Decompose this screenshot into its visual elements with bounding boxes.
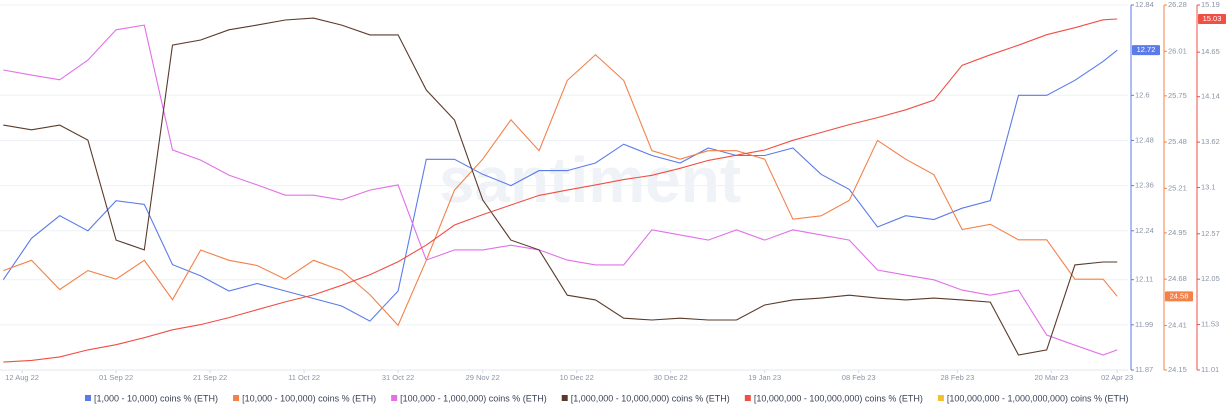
y-tick-label: 11.87 [1135,365,1153,374]
legend-swatch [561,395,568,401]
y-tick-label: 26.28 [1168,0,1187,9]
x-tick-label: 30 Dec 22 [654,373,688,382]
y-tick-label: 25.21 [1168,183,1187,192]
y-tick-label: 11.99 [1135,320,1153,329]
y-tick-label: 24.41 [1168,320,1187,329]
x-tick-label: 08 Feb 23 [842,373,876,382]
x-tick-label: 31 Oct 22 [382,373,415,382]
y-tick-label: 12.84 [1135,0,1154,9]
y-tick-label: 12.11 [1135,275,1153,284]
y-tick-label: 26.01 [1168,46,1187,55]
value-label: 15.03 [1203,14,1222,23]
x-tick-label: 20 Mar 23 [1034,373,1068,382]
y-tick-label: 11.01 [1201,365,1219,374]
y-tick-label: 24.15 [1168,365,1187,374]
series-line [2,49,1118,322]
legend-label: [100,000 - 1,000,000) coins % (ETH) [400,393,547,403]
legend-item: [1,000 - 10,000) coins % (ETH) [85,393,218,403]
y-tick-label: 24.95 [1168,228,1187,237]
series-line [3,53,1118,327]
y-tick-label: 12.24 [1135,226,1154,235]
x-tick-label: 10 Dec 22 [560,373,594,382]
y-tick-label: 12.48 [1135,135,1154,144]
x-tick-label: 11 Oct 22 [288,373,320,382]
y-tick-label: 12.05 [1201,274,1220,283]
legend-label: [100,000,000 - 1,000,000,000) coins % (E… [947,393,1129,403]
y-tick-label: 12.6 [1135,90,1150,99]
series-line [3,18,1118,363]
y-tick-label: 14.14 [1201,92,1220,101]
value-label: 12.72 [1137,45,1156,54]
legend-swatch [937,395,944,401]
series-line [3,24,1118,356]
y-tick-label: 15.19 [1201,0,1220,9]
legend-swatch [85,395,91,401]
legend-label: [10,000 - 100,000) coins % (ETH) [242,393,376,403]
y-tick-label: 14.65 [1201,47,1220,56]
series-line [3,17,1118,356]
y-tick-label: 13.1 [1201,182,1216,191]
y-tick-label: 13.62 [1201,137,1220,146]
value-badge [1165,291,1193,302]
legend-swatch [391,395,398,401]
y-tick-label: 12.57 [1201,229,1220,238]
legend-item: [100,000 - 1,000,000) coins % (ETH) [391,393,547,403]
y-tick-label: 25.75 [1168,91,1187,100]
x-tick-label: 01 Sep 22 [99,373,133,382]
x-tick-label: 02 Apr 23 [1101,373,1133,382]
value-badge [1198,13,1226,24]
x-tick-label: 19 Jan 23 [748,373,781,382]
legend-label: [10,000,000 - 100,000,000) coins % (ETH) [754,393,923,403]
value-label: 24.58 [1170,291,1189,300]
x-tick-label: 29 Nov 22 [466,373,500,382]
legend-item: [100,000,000 - 1,000,000,000) coins % (E… [937,393,1129,403]
x-tick-label: 12 Aug 22 [5,373,39,382]
value-badge [1132,45,1160,56]
legend-label: [1,000 - 10,000) coins % (ETH) [94,393,218,403]
legend: [1,000 - 10,000) coins % (ETH) [10,000 - … [85,393,1129,403]
x-tick-label: 28 Feb 23 [940,373,974,382]
x-tick-label: 21 Sep 22 [193,373,227,382]
legend-swatch [744,395,751,401]
legend-item: [10,000 - 100,000) coins % (ETH) [233,393,376,403]
legend-item: [1,000,000 - 10,000,000) coins % (ETH) [561,393,730,403]
legend-item: [10,000,000 - 100,000,000) coins % (ETH) [744,393,923,403]
y-tick-label: 11.53 [1201,320,1219,329]
y-tick-label: 24.68 [1168,274,1187,283]
legend-swatch [233,395,240,401]
legend-label: [1,000,000 - 10,000,000) coins % (ETH) [571,393,730,403]
y-tick-label: 25.48 [1168,137,1187,146]
y-tick-label: 12.36 [1135,181,1154,190]
